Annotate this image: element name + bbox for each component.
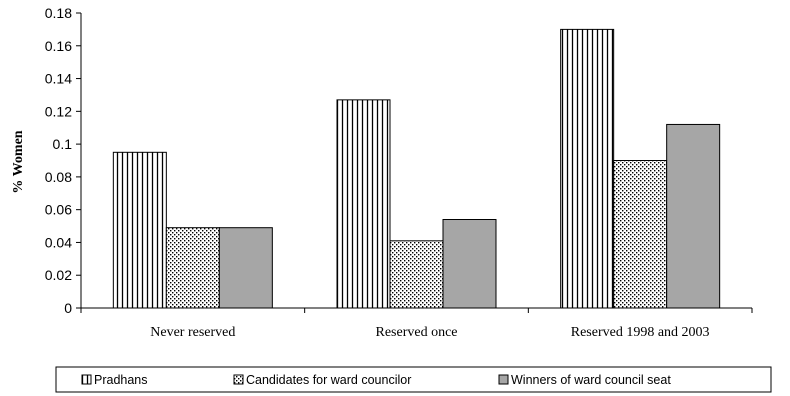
x-category-label: Never reserved <box>150 325 235 340</box>
y-tick-label: 0.14 <box>45 71 72 87</box>
x-axis <box>80 307 753 313</box>
legend-swatch <box>81 374 92 385</box>
bar-2-2 <box>389 240 444 309</box>
x-category-label: Reserved 1998 and 2003 <box>571 325 710 340</box>
y-tick-label: 0.12 <box>45 103 72 119</box>
legend-label: Candidates for ward councilor <box>246 373 411 387</box>
legend-label: Winners of ward council seat <box>511 373 671 387</box>
bar-3-3 <box>666 123 721 309</box>
bars <box>112 28 721 309</box>
legend-swatch <box>498 374 509 385</box>
y-tick-label: 0.08 <box>45 169 72 185</box>
legend: Pradhans Candidates for ward councilor Win… <box>55 366 772 393</box>
x-category-label: Reserved once <box>375 325 457 340</box>
bar-2-3 <box>613 160 668 309</box>
y-tick-label: 0.02 <box>45 267 72 283</box>
legend-frame <box>55 366 772 393</box>
y-axis: 0 0.02 0.04 0.06 0.08 0.1 0.12 0.14 0.16 0.18 <box>45 5 82 316</box>
legend-swatch <box>233 374 244 385</box>
bar-1-1 <box>112 151 167 309</box>
bar-2-1 <box>165 227 220 309</box>
bar-3-1 <box>218 227 273 309</box>
y-tick-label: 0.18 <box>45 5 72 21</box>
bar-1-2 <box>336 99 391 309</box>
y-tick-label: 0.04 <box>45 234 72 250</box>
y-axis-title: % Women <box>11 130 26 193</box>
bar-3-2 <box>442 219 497 309</box>
bar-1-3 <box>560 28 615 309</box>
y-tick-label: 0.06 <box>45 202 72 218</box>
legend-label: Pradhans <box>94 373 148 387</box>
x-tick-labels: Never reserved Reserved once Reserved 1998… <box>150 325 709 340</box>
y-tick-label: 0.16 <box>45 38 72 54</box>
y-tick-label: 0 <box>64 300 72 316</box>
y-tick-label: 0.1 <box>53 136 73 152</box>
